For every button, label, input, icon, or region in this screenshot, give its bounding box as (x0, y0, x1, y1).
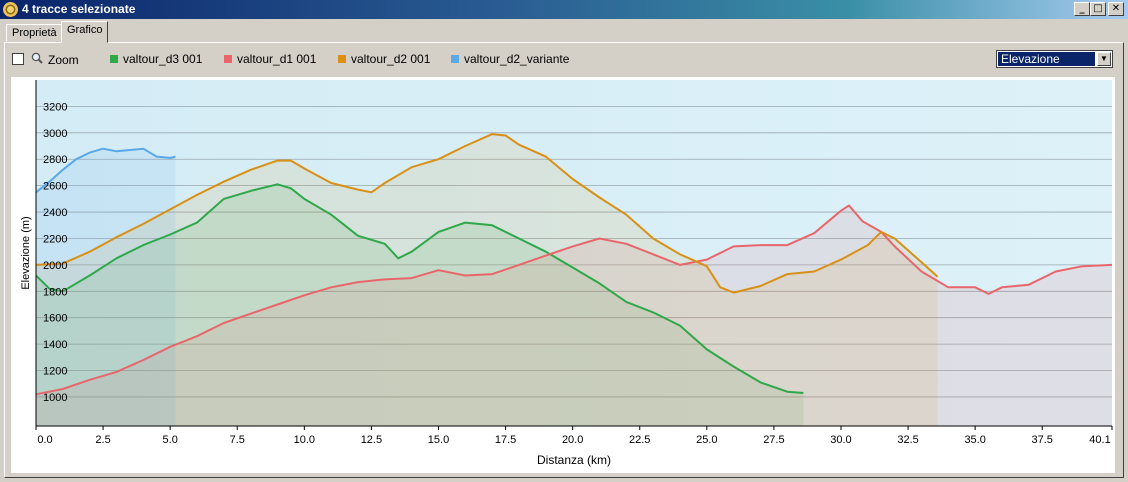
legend-swatch (338, 55, 346, 63)
series-line (35, 204, 1113, 396)
y-axis-label: Elevazione (m) (20, 216, 32, 289)
zoom-label: Zoom (48, 53, 79, 67)
close-button[interactable]: ✕ (1108, 2, 1124, 16)
chart-toolbar: Zoom valtour_d3 001 valtour_d1 001 valto… (5, 47, 1121, 71)
minimize-button[interactable]: _ (1074, 2, 1090, 16)
minimize-icon: _ (1079, 3, 1085, 14)
x-tick-label: 17.5 (495, 434, 516, 446)
x-tick-label: 15.0 (428, 434, 449, 446)
x-tick-label: 37.5 (1032, 434, 1053, 446)
legend-item-d3: valtour_d3 001 (110, 52, 202, 66)
y-tick-label: 3000 (43, 128, 67, 140)
x-tick-label: 25.0 (696, 434, 717, 446)
y-tick-label: 1000 (43, 392, 67, 404)
dropdown-value: Elevazione (998, 52, 1095, 66)
title-bar[interactable]: 4 tracce selezionate _ □ ✕ (0, 0, 1128, 19)
tab-proprieta[interactable]: Proprietà (6, 24, 63, 42)
series-area (36, 148, 176, 426)
x-tick-label: 7.5 (230, 434, 245, 446)
chevron-down-icon[interactable]: ▼ (1097, 52, 1111, 66)
zoom-checkbox[interactable] (12, 53, 24, 65)
series-line (35, 183, 804, 394)
y-tick-label: 2600 (43, 181, 67, 193)
gridlines (36, 106, 1112, 398)
legend-item-d2: valtour_d2 001 (338, 52, 430, 66)
x-tick-label: 27.5 (763, 434, 784, 446)
window-title: 4 tracce selezionate (22, 2, 136, 16)
app-icon (3, 2, 18, 17)
x-tick-label: 5.0 (163, 434, 178, 446)
maximize-icon: □ (1093, 3, 1103, 14)
magnifier-icon (31, 52, 43, 64)
y-tick-label: 1600 (43, 313, 67, 325)
x-tick-label: 20.0 (562, 434, 583, 446)
x-tick-label: 2.5 (95, 434, 110, 446)
x-axis-label: Distanza (km) (537, 453, 611, 467)
tab-grafico[interactable]: Grafico (61, 21, 109, 43)
legend-label: valtour_d3 001 (123, 52, 203, 66)
x-tick-label: 30.0 (830, 434, 851, 446)
y-tick-label: 3200 (43, 101, 67, 113)
x-tick-label: 32.5 (897, 434, 918, 446)
chart-panel (4, 42, 1124, 478)
y-tick-label: 2000 (43, 260, 67, 272)
series-line (35, 133, 939, 294)
legend-item-d2-variante: valtour_d2_variante (451, 52, 569, 66)
legend-label: valtour_d1 001 (237, 52, 317, 66)
y-tick-label: 2800 (43, 154, 67, 166)
x-tick-label: 22.5 (629, 434, 650, 446)
y-tick-label: 1800 (43, 286, 67, 298)
series-line (35, 147, 176, 194)
x-tick-label: 0.0 (37, 434, 52, 446)
legend-item-d1: valtour_d1 001 (224, 52, 316, 66)
y-tick-label: 1200 (43, 366, 67, 378)
series-lines (35, 133, 1113, 396)
x-tick-label: 12.5 (361, 434, 382, 446)
legend-swatch (451, 55, 459, 63)
legend-swatch (224, 55, 232, 63)
tick-labels: 1000 1200 1400 1600 1800 2000 2200 2400 2600 2800… (37, 101, 1110, 446)
series-area (36, 205, 1112, 426)
legend-label: valtour_d2_variante (464, 52, 570, 66)
close-icon: ✕ (1111, 3, 1121, 14)
chart-type-dropdown[interactable]: Elevazione ▼ (996, 50, 1113, 68)
y-tick-label: 2400 (43, 207, 67, 219)
maximize-button[interactable]: □ (1090, 2, 1106, 16)
plot-background (36, 80, 1112, 426)
x-tick-label: 10.0 (294, 434, 315, 446)
x-tick-label: 35.0 (964, 434, 985, 446)
legend-swatch (110, 55, 118, 63)
x-tick-label: 40.1 (1089, 434, 1110, 446)
series-area (36, 184, 804, 426)
y-tick-label: 2200 (43, 233, 67, 245)
axes (35, 80, 1113, 430)
y-tick-label: 1400 (43, 339, 67, 351)
legend-label: valtour_d2 001 (351, 52, 431, 66)
